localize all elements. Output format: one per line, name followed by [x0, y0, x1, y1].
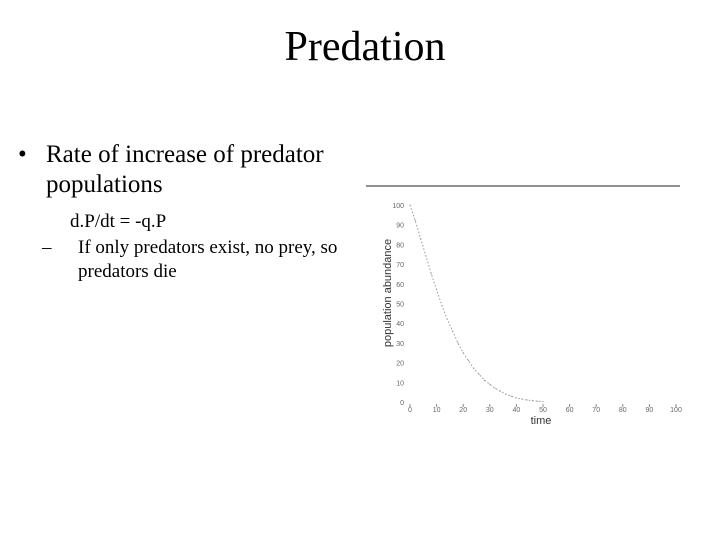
- data-point: [494, 387, 496, 389]
- data-point: [462, 352, 464, 354]
- y-tick-label: 20: [396, 361, 404, 368]
- x-tick-label: 100: [670, 407, 682, 414]
- bullet-text: Rate of increase of predator populations: [46, 141, 324, 198]
- data-point: [526, 399, 528, 401]
- x-tick-label: 30: [486, 407, 494, 414]
- dash-marker: –: [42, 237, 52, 258]
- x-tick-label: 70: [592, 407, 600, 414]
- data-point: [489, 383, 491, 385]
- data-point: [436, 289, 438, 291]
- data-point: [531, 400, 533, 402]
- x-tick-label: 80: [619, 407, 627, 414]
- sub-bullet-item: – If only predators exist, no prey, so p…: [42, 236, 348, 284]
- data-point: [473, 367, 475, 370]
- y-axis-label: population abundance: [382, 239, 394, 347]
- bullet-item: • Rate of increase of predator populatio…: [18, 140, 348, 200]
- population-chart: population abundance time 0 10 20 30 40 50 60 7…: [366, 185, 682, 427]
- y-tick-label: 40: [396, 321, 404, 328]
- x-tick-label: 50: [539, 407, 547, 414]
- sub-bullet-text: If only predators exist, no prey, so pre…: [78, 237, 338, 282]
- data-point: [499, 390, 502, 392]
- data-point: [505, 393, 507, 395]
- data-point: [420, 237, 422, 240]
- y-tick-label: 90: [396, 223, 404, 230]
- y-tick-label: 50: [396, 302, 404, 309]
- data-point: [430, 273, 432, 275]
- data-point: [537, 400, 539, 402]
- x-axis-label: time: [531, 415, 552, 427]
- data-point: [414, 220, 416, 222]
- equation: d.P/dt = -q.P: [70, 211, 167, 232]
- bullet-marker: •: [18, 141, 27, 168]
- x-tick-label: 40: [513, 407, 521, 414]
- y-tick-label: 10: [396, 380, 404, 387]
- y-tick-label: 70: [396, 262, 404, 269]
- x-tick-label: 0: [408, 407, 412, 414]
- x-tick-label: 60: [566, 407, 574, 414]
- slide-title: Predation: [284, 24, 446, 70]
- data-point: [515, 397, 517, 399]
- data-point: [542, 401, 544, 403]
- data-point: [425, 255, 427, 257]
- y-tick-label: 60: [396, 282, 404, 289]
- y-tick-label: 30: [396, 341, 404, 348]
- y-tick-label: 80: [396, 242, 404, 249]
- data-point: [457, 342, 459, 344]
- y-tick-label: 0: [400, 400, 404, 407]
- data-point: [441, 304, 443, 307]
- bullet-list: • Rate of increase of predator populatio…: [18, 140, 348, 284]
- data-point: [467, 360, 470, 362]
- data-point: [409, 204, 411, 206]
- data-point: [483, 379, 486, 381]
- series-line: [409, 204, 544, 403]
- y-tick-label: 100: [392, 203, 404, 210]
- data-point: [478, 373, 480, 376]
- data-point: [446, 318, 448, 320]
- data-point: [510, 395, 512, 397]
- plot-area: 0 10 20 30 40 50 60 70 80 90 100 0 10 20 30 40 50 60 70 80 9…: [392, 203, 682, 414]
- x-tick-label: 90: [646, 407, 654, 414]
- x-tick-label: 10: [433, 407, 441, 414]
- x-tick-label: 20: [459, 407, 467, 414]
- data-point: [521, 398, 523, 400]
- data-point: [451, 330, 454, 332]
